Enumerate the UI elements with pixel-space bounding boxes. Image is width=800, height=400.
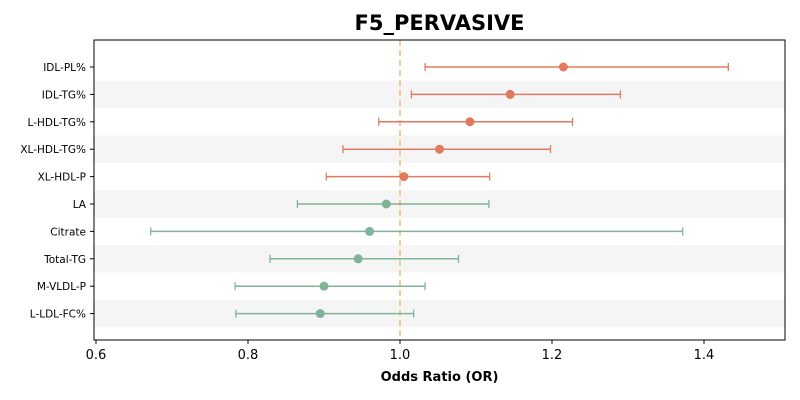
row-label: L-HDL-TG% bbox=[28, 117, 86, 129]
row-label: L-LDL-FC% bbox=[30, 309, 86, 321]
x-tick-label: 0.6 bbox=[86, 348, 107, 363]
point-estimate bbox=[399, 172, 409, 182]
row-label: IDL-TG% bbox=[42, 89, 86, 101]
point-estimate bbox=[505, 89, 515, 99]
plot-frame bbox=[93, 39, 786, 341]
error-bars bbox=[150, 63, 729, 318]
point-estimate bbox=[381, 199, 391, 209]
row-label: M-VLDL-P bbox=[37, 281, 86, 293]
x-tick-label: 1.2 bbox=[542, 348, 563, 363]
point-estimate bbox=[435, 144, 445, 154]
y-axis-labels: IDL-PL% IDL-TG% L-HDL-TG% XL-HDL-TG% XL-HDL-… bbox=[20, 62, 94, 321]
row-label: Citrate bbox=[50, 226, 86, 238]
row-label: Total-TG bbox=[43, 254, 86, 266]
row-label: IDL-PL% bbox=[43, 62, 86, 74]
point-estimate bbox=[319, 281, 329, 291]
point-estimate bbox=[465, 117, 475, 127]
chart-title: F5_PERVASIVE bbox=[355, 11, 525, 35]
point-estimates bbox=[315, 62, 568, 319]
x-axis-ticks: 0.6 0.8 1.0 1.2 1.4 bbox=[86, 340, 715, 363]
row-label: XL-HDL-TG% bbox=[20, 144, 86, 156]
point-estimate bbox=[353, 254, 363, 264]
row-band bbox=[94, 299, 785, 328]
x-tick-label: 0.8 bbox=[238, 348, 259, 363]
row-label: XL-HDL-P bbox=[38, 172, 86, 184]
x-tick-label: 1.0 bbox=[390, 348, 411, 363]
x-axis-label: Odds Ratio (OR) bbox=[381, 370, 499, 385]
point-estimate bbox=[365, 226, 375, 236]
row-label: LA bbox=[73, 199, 87, 211]
point-estimate bbox=[315, 309, 325, 319]
x-tick-label: 1.4 bbox=[694, 348, 715, 363]
point-estimate bbox=[558, 62, 568, 72]
